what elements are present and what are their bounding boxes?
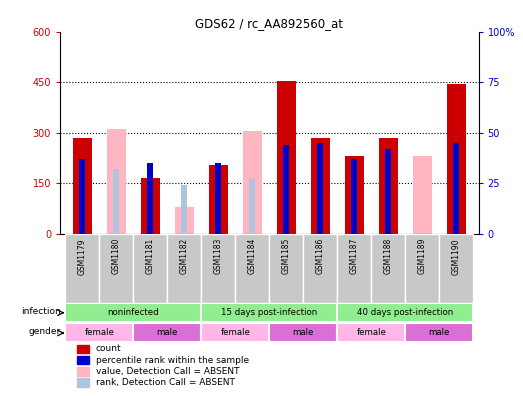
Text: value, Detection Call = ABSENT: value, Detection Call = ABSENT [96, 367, 239, 376]
Title: GDS62 / rc_AA892560_at: GDS62 / rc_AA892560_at [196, 17, 343, 30]
Bar [337, 324, 405, 343]
Text: GSM1190: GSM1190 [452, 238, 461, 274]
Text: GSM1183: GSM1183 [214, 238, 223, 274]
Text: 15 days post-infection: 15 days post-infection [221, 308, 317, 317]
Bar [77, 356, 89, 364]
Bar [303, 234, 337, 303]
Bar [447, 84, 466, 234]
Bar [113, 169, 119, 234]
Bar [79, 159, 85, 234]
Bar [175, 207, 194, 234]
Bar [201, 324, 269, 343]
Text: GSM1184: GSM1184 [248, 238, 257, 274]
Bar [77, 367, 89, 375]
Bar [283, 145, 289, 234]
Bar [65, 324, 133, 343]
Text: female: female [357, 328, 386, 337]
Bar [385, 149, 391, 234]
Bar [99, 234, 133, 303]
Text: percentile rank within the sample: percentile rank within the sample [96, 356, 249, 364]
Bar [269, 234, 303, 303]
Bar [337, 234, 371, 303]
Bar [249, 179, 255, 234]
Bar [141, 178, 160, 234]
Bar [351, 159, 357, 234]
Text: GSM1186: GSM1186 [316, 238, 325, 274]
Text: GSM1188: GSM1188 [384, 238, 393, 274]
Text: count: count [96, 344, 121, 353]
Bar [371, 234, 405, 303]
Bar [181, 185, 187, 234]
Text: 40 days post-infection: 40 days post-infection [357, 308, 453, 317]
Bar [277, 80, 295, 234]
Bar [73, 138, 92, 234]
Text: GSM1180: GSM1180 [112, 238, 121, 274]
Bar [235, 234, 269, 303]
Text: GSM1179: GSM1179 [78, 238, 87, 274]
Text: rank, Detection Call = ABSENT: rank, Detection Call = ABSENT [96, 378, 235, 387]
Bar [215, 163, 221, 234]
Bar [405, 234, 439, 303]
Bar [439, 234, 473, 303]
Text: infection: infection [21, 307, 61, 316]
Bar [413, 156, 432, 234]
Text: male: male [429, 328, 450, 337]
Bar [243, 131, 262, 234]
Bar [311, 138, 329, 234]
Bar [107, 129, 126, 234]
Bar [337, 303, 473, 322]
Bar [201, 303, 337, 322]
Bar [133, 324, 201, 343]
Bar [269, 324, 337, 343]
Bar [167, 234, 201, 303]
Text: GSM1181: GSM1181 [146, 238, 155, 274]
Text: GSM1189: GSM1189 [418, 238, 427, 274]
Text: GSM1187: GSM1187 [350, 238, 359, 274]
Text: female: female [220, 328, 251, 337]
Text: female: female [84, 328, 114, 337]
Text: male: male [293, 328, 314, 337]
Text: noninfected: noninfected [107, 308, 159, 317]
Bar [209, 165, 228, 234]
Bar [317, 143, 323, 234]
Bar [65, 303, 201, 322]
Text: male: male [156, 328, 178, 337]
Bar [147, 163, 153, 234]
Text: GSM1182: GSM1182 [180, 238, 189, 274]
Bar [405, 324, 473, 343]
Bar [379, 138, 398, 234]
Bar [77, 345, 89, 353]
Text: gender: gender [28, 327, 61, 337]
Bar [345, 156, 363, 234]
Text: GSM1185: GSM1185 [282, 238, 291, 274]
Bar [65, 234, 99, 303]
Bar [77, 378, 89, 387]
Bar [453, 143, 460, 234]
Bar [133, 234, 167, 303]
Bar [201, 234, 235, 303]
